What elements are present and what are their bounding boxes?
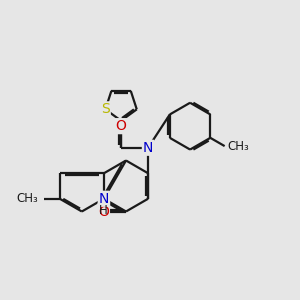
Text: O: O <box>98 205 109 218</box>
Text: N: N <box>143 141 153 155</box>
Text: CH₃: CH₃ <box>227 140 249 153</box>
Text: S: S <box>101 102 110 116</box>
Text: O: O <box>116 119 127 133</box>
Text: CH₃: CH₃ <box>16 192 38 205</box>
Text: H: H <box>99 204 108 217</box>
Text: N: N <box>99 192 109 206</box>
